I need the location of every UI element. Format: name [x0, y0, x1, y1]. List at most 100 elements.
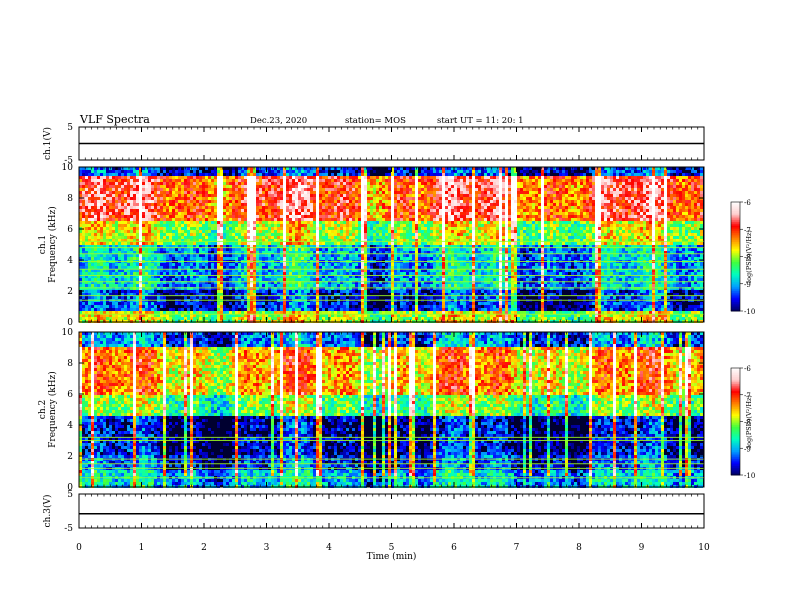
spectrogram-cell — [277, 173, 280, 176]
spectrogram-cell — [259, 242, 262, 245]
spectrogram-cell — [346, 173, 349, 176]
spectrogram-cell — [361, 269, 364, 272]
spectrogram-cell — [265, 173, 268, 176]
spectrogram-cell — [166, 230, 169, 233]
spectrogram-cell — [97, 176, 100, 179]
spectrogram-cell — [313, 293, 316, 296]
spectrogram-cell — [205, 275, 208, 278]
spectrogram-cell — [244, 191, 247, 194]
spectrogram-cell — [157, 296, 160, 299]
spectrogram-cell — [121, 197, 124, 200]
spectrogram-cell — [151, 317, 154, 320]
spectrogram-cell — [301, 263, 304, 266]
spectrogram-cell — [145, 194, 148, 197]
spectrogram-cell — [193, 302, 196, 305]
spectrogram-cell — [271, 215, 274, 218]
spectrogram-cell — [286, 305, 289, 308]
spectrogram-cell — [274, 284, 277, 287]
spectrogram-cell — [175, 194, 178, 197]
spectrogram-cell — [130, 290, 133, 293]
spectrogram-cell — [352, 203, 355, 206]
spectrogram-cell — [115, 317, 118, 320]
spectrogram-cell — [358, 239, 361, 242]
spectrogram-cell — [277, 308, 280, 311]
spectrogram-cell — [316, 254, 319, 257]
spectrogram-cell — [175, 254, 178, 257]
spectrogram-cell — [313, 239, 316, 242]
spectrogram-cell — [295, 290, 298, 293]
spectrogram-cell — [211, 185, 214, 188]
spectrogram-cell — [127, 305, 130, 308]
spectrogram-cell — [235, 242, 238, 245]
spectrogram-cell — [115, 221, 118, 224]
spectrogram-cell — [295, 167, 298, 170]
spectrogram-cell — [169, 197, 172, 200]
spectrogram-cell — [304, 203, 307, 206]
spectrogram-cell — [244, 167, 247, 170]
spectrogram-cell — [217, 209, 220, 212]
spectrogram-cell — [142, 185, 145, 188]
spectrogram-cell — [100, 242, 103, 245]
spectrogram-cell — [190, 296, 193, 299]
spectrogram-cell — [286, 224, 289, 227]
spectrogram-cell — [121, 278, 124, 281]
spectrogram-cell — [298, 200, 301, 203]
spectrogram-cell — [187, 290, 190, 293]
spectrogram-cell — [283, 200, 286, 203]
spectrogram-cell — [289, 239, 292, 242]
spectrogram-cell — [325, 227, 328, 230]
spectrogram-cell — [115, 203, 118, 206]
spectrogram-cell — [280, 248, 283, 251]
spectrogram-cell — [289, 266, 292, 269]
spectrogram-cell — [91, 167, 94, 170]
spectrogram-cell — [307, 314, 310, 317]
spectrogram-cell — [112, 239, 115, 242]
spectrogram-cell — [112, 257, 115, 260]
spectrogram-cell — [142, 266, 145, 269]
spectrogram-cell — [235, 272, 238, 275]
spectrogram-cell — [103, 233, 106, 236]
spectrogram-cell — [142, 206, 145, 209]
spectrogram-cell — [220, 293, 223, 296]
spectrogram-cell — [304, 191, 307, 194]
spectrogram-cell — [145, 269, 148, 272]
spectrogram-cell — [148, 191, 151, 194]
spectrogram-cell — [112, 215, 115, 218]
spectrogram-cell — [286, 212, 289, 215]
spectrogram-cell — [340, 200, 343, 203]
spectrogram-cell — [217, 197, 220, 200]
spectrogram-cell — [352, 272, 355, 275]
spectrogram-cell — [124, 317, 127, 320]
spectrogram-cell — [121, 227, 124, 230]
spectrogram-cell — [289, 215, 292, 218]
spectrogram-cell — [238, 293, 241, 296]
spectrogram-cell — [172, 191, 175, 194]
spectrogram-cell — [283, 194, 286, 197]
spectrogram-cell — [322, 200, 325, 203]
spectrogram-cell — [82, 224, 85, 227]
spectrogram-cell — [301, 212, 304, 215]
spectrogram-cell — [220, 176, 223, 179]
spectrogram-cell — [142, 209, 145, 212]
spectrogram-cell — [160, 311, 163, 314]
spectrogram-cell — [220, 200, 223, 203]
spectrogram-cell — [349, 278, 352, 281]
spectrogram-cell — [349, 287, 352, 290]
spectrogram-cell — [172, 212, 175, 215]
spectrogram-cell — [124, 188, 127, 191]
spectrogram-cell — [226, 227, 229, 230]
spectrogram-cell — [187, 278, 190, 281]
spectrogram-cell — [241, 209, 244, 212]
spectrogram-cell — [253, 194, 256, 197]
spectrogram-cell — [247, 305, 250, 308]
spectrogram-cell — [139, 254, 142, 257]
spectrogram-cell — [124, 209, 127, 212]
spectrogram-cell — [106, 254, 109, 257]
spectrogram-cell — [322, 239, 325, 242]
spectrogram-cell — [154, 170, 157, 173]
spectrogram-cell — [184, 170, 187, 173]
spectrogram-cell — [250, 275, 253, 278]
spectrogram-cell — [82, 203, 85, 206]
spectrogram-cell — [268, 245, 271, 248]
spectrogram-cell — [109, 281, 112, 284]
